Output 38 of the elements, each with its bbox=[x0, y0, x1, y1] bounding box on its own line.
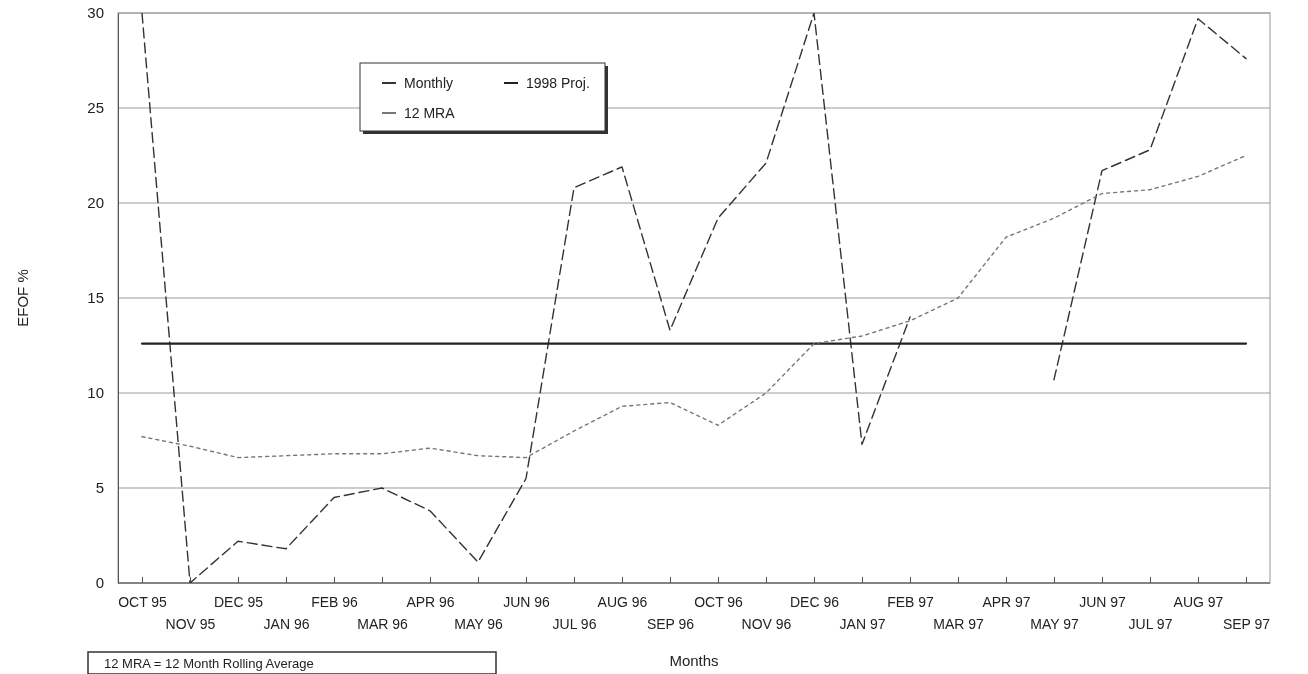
y-tick-label: 15 bbox=[87, 289, 104, 307]
x-tick-label: NOV 95 bbox=[165, 616, 216, 633]
x-tick-label: OCT 96 bbox=[694, 593, 744, 610]
x-tick-label: JUN 96 bbox=[503, 593, 551, 610]
x-tick-label: JUL 96 bbox=[552, 616, 597, 633]
y-tick-label: 20 bbox=[87, 194, 104, 212]
x-tick-label: DEC 95 bbox=[213, 593, 264, 610]
x-tick-label: AUG 96 bbox=[597, 593, 648, 610]
x-tick-label: FEB 96 bbox=[311, 593, 359, 610]
x-tick-label: MAR 96 bbox=[357, 616, 408, 633]
y-tick-label: 5 bbox=[95, 479, 104, 497]
x-tick-label: JAN 97 bbox=[839, 616, 886, 633]
legend-label: Monthly bbox=[404, 75, 454, 91]
x-tick-label: SEP 97 bbox=[1222, 616, 1271, 633]
line-series bbox=[141, 154, 1247, 459]
x-tick-label: OCT 95 bbox=[118, 593, 168, 610]
y-tick-label: 25 bbox=[87, 99, 104, 117]
text: 12 MRA = 12 Month Rolling Average bbox=[104, 656, 314, 671]
x-tick-label: APR 97 bbox=[982, 593, 1031, 610]
x-tick-label: JUL 97 bbox=[1128, 616, 1173, 633]
x-tick-label: JUN 97 bbox=[1079, 593, 1127, 610]
x-tick-label: MAR 97 bbox=[933, 616, 984, 633]
x-tick-label: APR 96 bbox=[406, 593, 455, 610]
legend-label: 12 MRA bbox=[404, 105, 456, 121]
y-tick-label: 30 bbox=[87, 4, 104, 22]
x-tick-label: MAY 96 bbox=[454, 616, 503, 633]
x-tick-label: FEB 97 bbox=[887, 593, 935, 610]
y-tick-label: 10 bbox=[87, 384, 104, 402]
legend-label: 1998 Proj. bbox=[526, 75, 590, 91]
x-axis-title: Months bbox=[669, 652, 719, 669]
y-tick-label: 0 bbox=[95, 574, 104, 592]
x-tick-label: AUG 97 bbox=[1173, 593, 1224, 610]
x-tick-label: NOV 96 bbox=[741, 616, 792, 633]
x-tick-label: JAN 96 bbox=[263, 616, 310, 633]
x-tick-label: MAY 97 bbox=[1030, 616, 1079, 633]
x-tick-label: DEC 96 bbox=[789, 593, 840, 610]
y-axis-title: EFOF % bbox=[14, 269, 31, 327]
x-tick-label: SEP 96 bbox=[646, 616, 695, 633]
